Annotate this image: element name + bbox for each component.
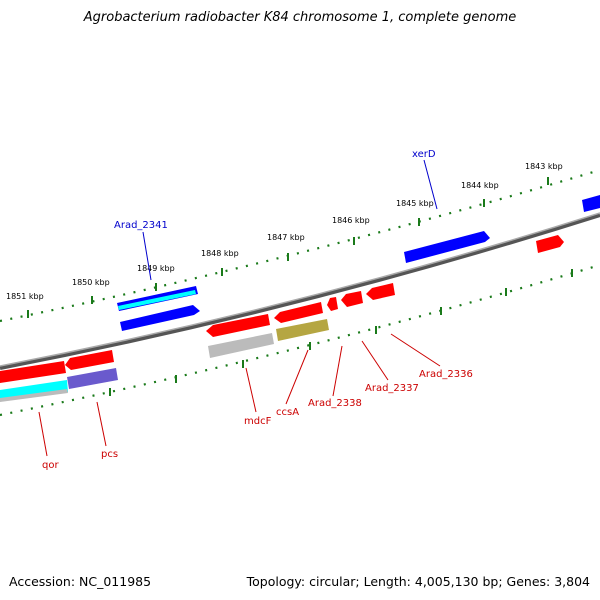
gene-feature[interactable] xyxy=(65,350,114,370)
genome-summary-text: Topology: circular; Length: 4,005,130 bp… xyxy=(246,574,590,589)
gene-feature[interactable] xyxy=(536,235,564,253)
gene-feature[interactable] xyxy=(276,319,329,341)
gene-feature[interactable] xyxy=(120,305,200,331)
tick-label: 1845 kbp xyxy=(396,199,434,208)
upper-tick-track xyxy=(0,168,600,323)
gene-label-pcs[interactable]: pcs xyxy=(101,449,118,460)
leader-line xyxy=(361,340,389,381)
gene-feature[interactable] xyxy=(118,290,196,310)
tick-label: 1848 kbp xyxy=(201,249,239,258)
gene-label-arad-2336[interactable]: Arad_2336 xyxy=(419,369,473,380)
gene-feature[interactable] xyxy=(582,195,600,212)
gene-label-arad-2341[interactable]: Arad_2341 xyxy=(114,220,168,231)
gene-feature[interactable] xyxy=(366,283,395,300)
tick-label: 1850 kbp xyxy=(72,278,110,287)
lower-major-ticks xyxy=(109,269,573,396)
lower-tick-track xyxy=(0,263,600,417)
chromosome-backbone xyxy=(0,213,600,370)
leader-line xyxy=(285,349,309,405)
gene-label-arad-2338[interactable]: Arad_2338 xyxy=(308,398,362,409)
leader-line xyxy=(142,231,152,281)
tick-label: 1851 kbp xyxy=(6,292,44,301)
leader-line xyxy=(332,345,343,397)
leader-line xyxy=(38,411,48,457)
tick-label: 1846 kbp xyxy=(332,216,370,225)
leader-line xyxy=(245,367,257,413)
accession-text: Accession: NC_011985 xyxy=(9,574,152,589)
chromosome-backbone-highlight xyxy=(0,212,600,367)
gene-feature[interactable] xyxy=(327,297,338,311)
tick-label: 1849 kbp xyxy=(137,264,175,273)
genes-upper xyxy=(117,195,600,331)
gene-feature[interactable] xyxy=(0,361,66,383)
gene-label-mdcF[interactable]: mdcF xyxy=(244,416,272,427)
leader-line xyxy=(390,333,441,367)
genes-lower xyxy=(0,235,564,402)
gene-feature[interactable] xyxy=(274,302,323,323)
gene-feature[interactable] xyxy=(206,314,270,337)
tick-label: 1847 kbp xyxy=(267,233,305,242)
gene-feature[interactable] xyxy=(67,368,118,389)
gene-label-arad-2337[interactable]: Arad_2337 xyxy=(365,383,419,394)
tick-label: 1844 kbp xyxy=(461,181,499,190)
gene-label-qor[interactable]: qor xyxy=(42,460,59,471)
leader-line xyxy=(423,159,438,210)
gene-feature[interactable] xyxy=(0,389,68,402)
leader-line xyxy=(96,401,107,447)
gene-feature[interactable] xyxy=(208,333,274,358)
gene-feature[interactable] xyxy=(404,231,490,263)
map-title: Agrobacterium radiobacter K84 chromosome… xyxy=(83,10,517,25)
gene-labels: xerD Arad_2341 Arad_2336 Arad_2337 Arad_… xyxy=(42,149,473,471)
tick-labels: 1843 kbp 1844 kbp 1845 kbp 1846 kbp 1847… xyxy=(6,162,563,301)
label-leaders xyxy=(38,159,441,457)
gene-label-xerD[interactable]: xerD xyxy=(412,149,436,160)
upper-major-ticks xyxy=(27,177,549,318)
gene-feature[interactable] xyxy=(341,291,363,307)
tick-label: 1843 kbp xyxy=(525,162,563,171)
gene-label-ccsA[interactable]: ccsA xyxy=(276,407,299,418)
